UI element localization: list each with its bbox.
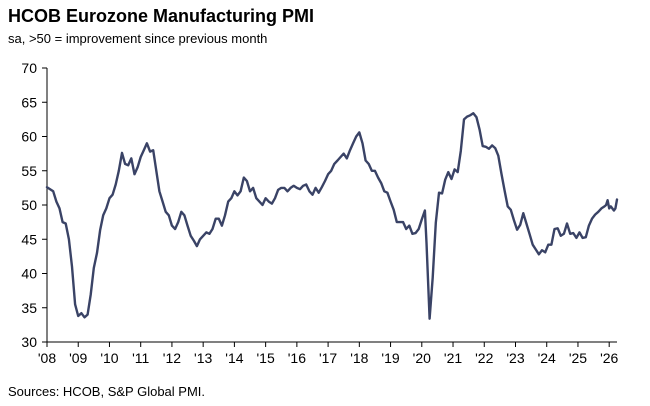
y-tick-label: 65 [21,94,37,110]
x-tick-label: '13 [194,350,212,366]
y-tick-label: 70 [21,60,37,76]
x-tick-label: '11 [132,350,149,366]
series-lines [45,112,619,320]
y-tick-label: 30 [21,334,37,350]
x-tick-label: '14 [225,350,243,366]
y-tick-label: 60 [21,129,37,145]
chart-axes [46,68,617,343]
x-tick-label: '25 [569,350,587,366]
x-tick-label: '17 [319,350,337,366]
x-tick-label: '19 [381,350,399,366]
y-tick-label: 40 [21,266,37,282]
chart-subtitle: sa, >50 = improvement since previous mon… [8,31,268,46]
chart-source: Sources: HCOB, S&P Global PMI. [8,384,205,399]
x-tick-label: '24 [538,350,556,366]
series-line [45,112,619,320]
x-axis-ticks: '08 '09 '10 '11 '12 '13 '14 '15 '16 '17 '18 '19 '20 '… [38,342,619,366]
x-tick-label: '10 [100,350,118,366]
x-tick-label: '16 [288,350,306,366]
y-tick-label: 55 [21,163,37,179]
chart-title: HCOB Eurozone Manufacturing PMI [8,6,314,26]
x-tick-label: '15 [257,350,275,366]
x-tick-label: '20 [413,350,431,366]
y-tick-label: 35 [21,300,37,316]
x-tick-label: '22 [475,350,493,366]
x-tick-label: '26 [600,350,618,366]
x-tick-label: '08 [38,350,56,366]
x-tick-label: '12 [163,350,181,366]
y-tick-label: 45 [21,231,37,247]
y-axis-ticks: 30 35 40 45 50 55 60 65 70 [21,60,47,350]
x-tick-label: '23 [506,350,524,366]
y-tick-label: 50 [21,197,37,213]
x-tick-label: '09 [69,350,87,366]
x-tick-label: '18 [350,350,368,366]
x-tick-label: '21 [444,350,462,366]
